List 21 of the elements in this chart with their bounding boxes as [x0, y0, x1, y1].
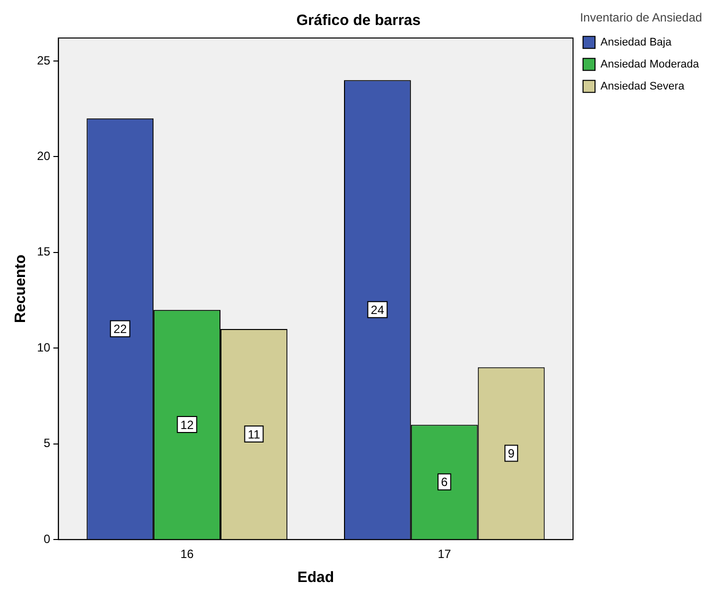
chart-title: Gráfico de barras — [296, 12, 421, 30]
data-label: 11 — [248, 427, 260, 442]
y-tick-label: 20 — [36, 149, 51, 164]
y-tick-label: 25 — [36, 53, 51, 68]
y-axis-title: Recuento — [12, 254, 30, 323]
x-tick-label: 16 — [180, 547, 194, 562]
data-label: 6 — [441, 475, 448, 490]
legend-label: Ansiedad Baja — [600, 36, 672, 48]
data-label: 12 — [180, 418, 194, 432]
y-tick-label: 0 — [44, 532, 51, 546]
legend-title: Inventario de Ansiedad — [580, 10, 702, 24]
y-tick-label: 15 — [36, 244, 51, 259]
data-label: 22 — [113, 322, 128, 336]
x-axis-title: Edad — [297, 569, 334, 586]
y-tick-label: 10 — [36, 340, 51, 354]
y-tick-label: 5 — [44, 436, 51, 450]
data-label: 9 — [508, 446, 515, 461]
x-tick-label: 17 — [438, 547, 452, 562]
legend-label: Ansiedad Severa — [600, 80, 686, 92]
data-label: 24 — [370, 302, 384, 317]
legend-label: Ansiedad Moderada — [600, 58, 700, 70]
